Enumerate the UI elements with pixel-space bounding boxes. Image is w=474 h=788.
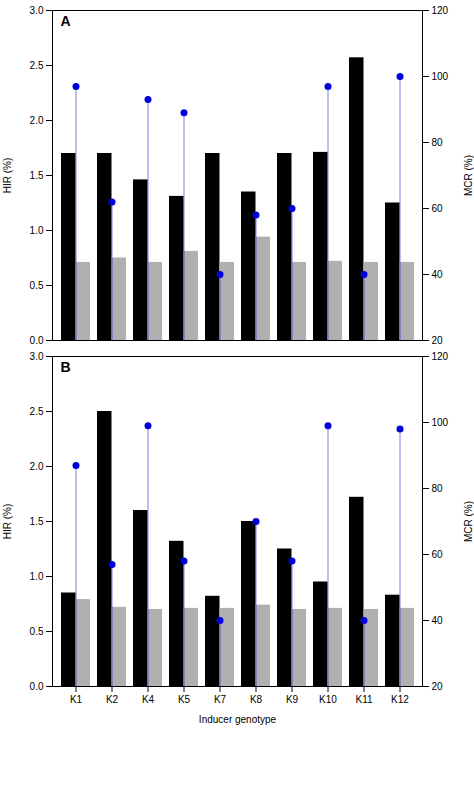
svg-text:120: 120 (432, 5, 449, 16)
svg-text:K10: K10 (319, 694, 337, 705)
svg-text:20: 20 (432, 335, 444, 346)
svg-text:80: 80 (432, 137, 444, 148)
svg-text:1.0: 1.0 (30, 571, 44, 582)
svg-text:1.5: 1.5 (30, 516, 44, 527)
svg-text:20: 20 (432, 681, 444, 692)
svg-text:K11: K11 (355, 694, 372, 705)
svg-text:MCR (%): MCR (%) (463, 155, 474, 196)
svg-text:K2: K2 (106, 694, 119, 705)
svg-text:60: 60 (432, 549, 444, 560)
svg-text:2.5: 2.5 (30, 406, 44, 417)
svg-text:3.0: 3.0 (30, 351, 44, 362)
svg-text:K9: K9 (286, 694, 299, 705)
svg-text:40: 40 (432, 269, 444, 280)
svg-text:0.0: 0.0 (30, 335, 44, 346)
svg-text:120: 120 (432, 351, 449, 362)
svg-text:0.5: 0.5 (30, 626, 44, 637)
svg-text:2.0: 2.0 (30, 115, 44, 126)
svg-text:K1: K1 (70, 694, 83, 705)
svg-text:0.5: 0.5 (30, 280, 44, 291)
svg-text:3.0: 3.0 (30, 5, 44, 16)
svg-text:1.5: 1.5 (30, 170, 44, 181)
svg-text:60: 60 (432, 203, 444, 214)
svg-text:K7: K7 (214, 694, 227, 705)
svg-text:HIR (%): HIR (%) (2, 504, 13, 540)
svg-text:2.5: 2.5 (30, 60, 44, 71)
svg-text:HIR (%): HIR (%) (2, 158, 13, 194)
svg-text:100: 100 (432, 71, 449, 82)
svg-text:A: A (61, 13, 71, 29)
svg-text:100: 100 (432, 417, 449, 428)
svg-text:80: 80 (432, 483, 444, 494)
svg-text:2.0: 2.0 (30, 461, 44, 472)
svg-text:1.0: 1.0 (30, 225, 44, 236)
svg-text:K5: K5 (178, 694, 191, 705)
svg-text:B: B (61, 359, 71, 375)
svg-text:K12: K12 (391, 694, 409, 705)
svg-text:Inducer genotype: Inducer genotype (199, 714, 277, 725)
svg-text:40: 40 (432, 615, 444, 626)
svg-text:0.0: 0.0 (30, 681, 44, 692)
svg-text:MCR (%): MCR (%) (463, 501, 474, 542)
svg-text:K8: K8 (250, 694, 263, 705)
svg-text:K4: K4 (142, 694, 155, 705)
